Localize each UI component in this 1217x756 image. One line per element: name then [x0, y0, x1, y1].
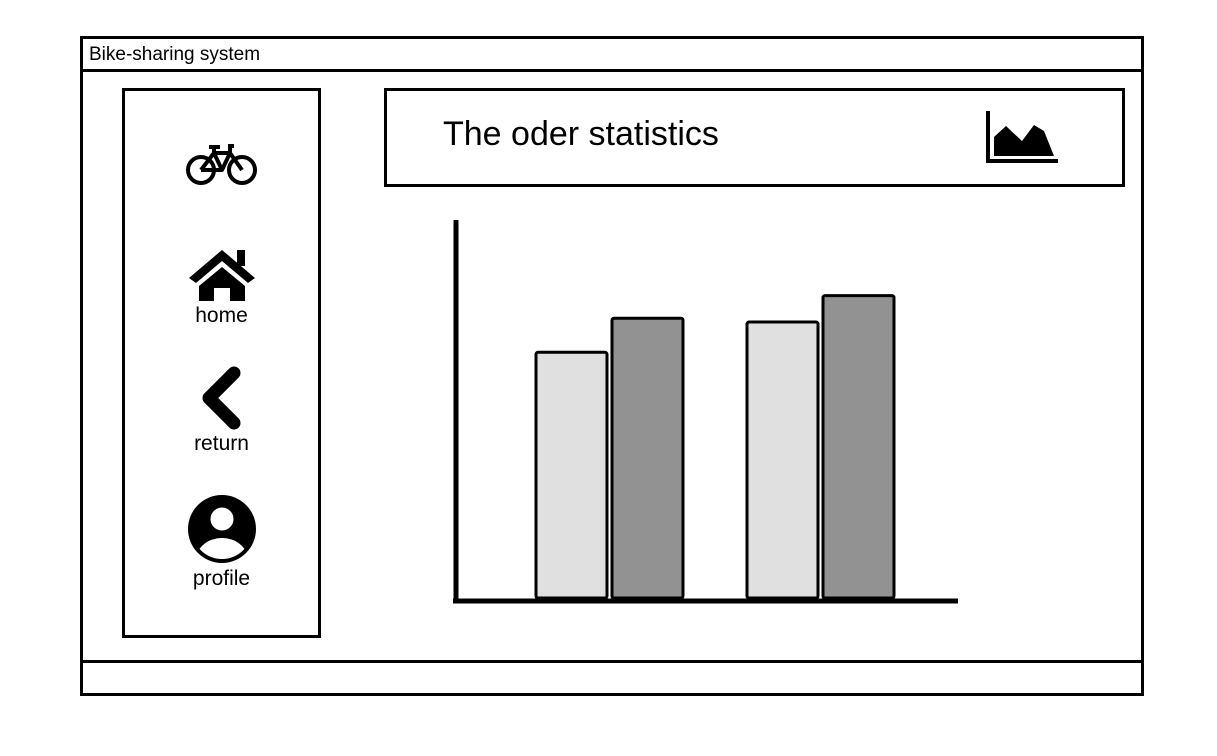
- sidebar-item-label: return: [194, 432, 249, 455]
- status-bar: [83, 660, 1141, 693]
- sidebar-item-label: profile: [192, 567, 251, 590]
- window-title: Bike-sharing system: [89, 44, 261, 65]
- sidebar-item-home[interactable]: home: [125, 247, 318, 327]
- area-chart-icon: [986, 111, 1058, 163]
- home-icon: [188, 250, 255, 301]
- header-panel: The oder statistics: [384, 88, 1125, 187]
- user-avatar-icon: [187, 495, 256, 563]
- bar-group: [534, 294, 896, 600]
- sidebar-item-label: home: [195, 304, 248, 327]
- bar-0-0: [534, 350, 609, 600]
- bicycle-logo: [125, 143, 318, 187]
- area-chart-icon-wrapper: [984, 109, 1060, 172]
- sidebar: home return profile: [122, 88, 321, 638]
- bar-1-1: [821, 294, 896, 600]
- title-bar: Bike-sharing system: [83, 39, 1141, 72]
- chevron-left-icon: [202, 366, 240, 430]
- bar-0-1: [610, 316, 685, 600]
- bar-chart: [453, 220, 958, 604]
- bar-1-0: [745, 320, 820, 600]
- sidebar-item-profile[interactable]: profile: [125, 492, 318, 590]
- page-title: The oder statistics: [443, 115, 719, 153]
- bicycle-icon: [185, 144, 257, 185]
- sidebar-item-return[interactable]: return: [125, 365, 318, 455]
